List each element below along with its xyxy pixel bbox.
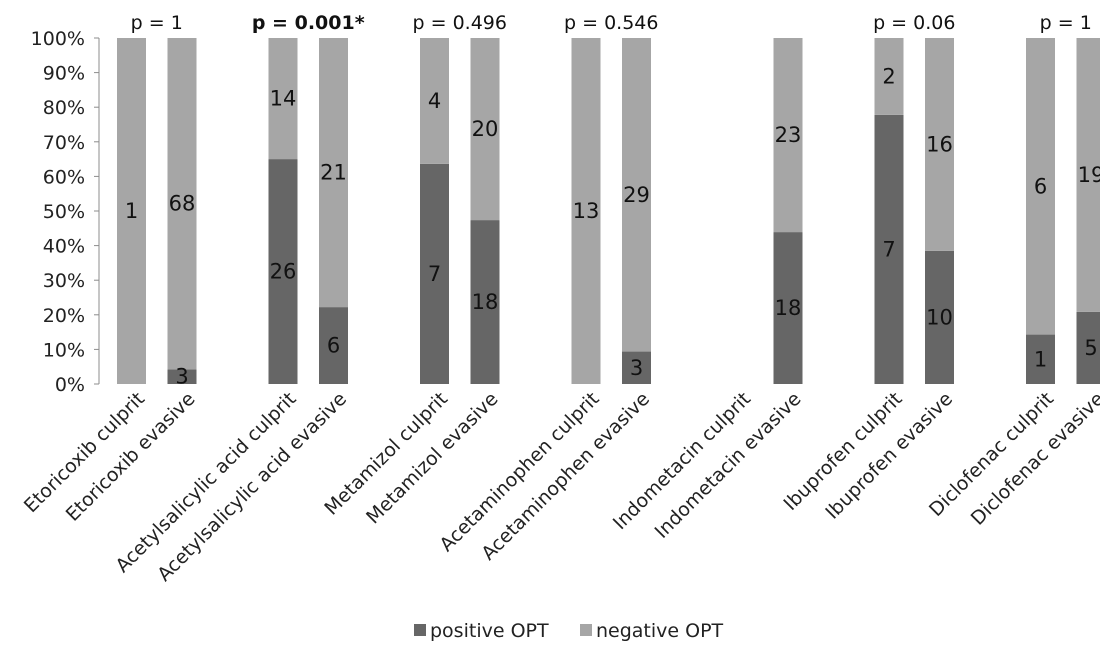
data-label-negative: 4	[428, 89, 441, 113]
y-tick-label: 30%	[43, 270, 85, 292]
bar-positive-opt	[925, 250, 954, 384]
data-label-positive: 5	[1084, 336, 1097, 360]
data-label-negative: 16	[926, 132, 953, 156]
data-label-positive: 10	[926, 305, 953, 329]
bar-positive-opt	[622, 351, 651, 384]
p-value-label: p = 0.06	[873, 12, 955, 34]
legend-label: positive OPT	[430, 620, 549, 642]
bar-negative-opt	[268, 38, 298, 160]
data-label-positive: 6	[327, 334, 340, 358]
data-label-positive: 1	[1034, 347, 1047, 371]
legend: positive OPT negative OPT	[414, 620, 724, 642]
bar-positive-opt	[773, 232, 803, 384]
data-label-negative: 19	[1078, 163, 1100, 187]
bar-positive-opt	[1076, 311, 1100, 384]
data-label-positive: 3	[630, 356, 643, 380]
p-value-label: p = 0.496	[413, 12, 507, 34]
bar-positive-opt	[420, 163, 449, 384]
data-label-negative: 14	[270, 87, 297, 111]
bar-positive-opt	[167, 369, 197, 384]
legend-swatch	[580, 624, 592, 636]
data-label-negative: 68	[169, 192, 196, 216]
x-category-label: Acetylsalicylic acid culprit	[111, 388, 300, 577]
legend-swatch	[414, 624, 426, 636]
data-label-negative: 21	[320, 161, 347, 185]
y-tick-label: 70%	[43, 132, 85, 154]
data-label-negative: 29	[623, 183, 650, 207]
bar-negative-opt	[925, 38, 954, 251]
bar-positive-opt	[470, 220, 500, 384]
data-label-negative: 23	[775, 123, 802, 147]
data-label-negative: 2	[882, 64, 895, 88]
bar-negative-opt	[420, 38, 449, 164]
data-label-negative: 6	[1034, 174, 1047, 198]
y-tick-label: 40%	[43, 236, 85, 258]
p-value-label: p = 0.001*	[252, 12, 365, 34]
bar-positive-opt	[874, 114, 904, 384]
bar-negative-opt	[622, 38, 651, 352]
y-tick-label: 90%	[43, 63, 85, 85]
y-tick-label: 20%	[43, 305, 85, 327]
data-label-negative: 13	[573, 199, 600, 223]
p-value-label: p = 1	[1040, 12, 1092, 34]
data-label-positive: 3	[175, 365, 188, 389]
bar-positive-opt	[268, 159, 298, 384]
data-label-negative: 1	[125, 199, 138, 223]
bar-negative-opt	[571, 38, 601, 384]
p-values-group: p = 1 p = 0.001* p = 0.496 p = 0.546 p = 0.0…	[131, 12, 1092, 34]
bar-negative-opt	[1076, 38, 1100, 312]
y-tick-label: 10%	[43, 339, 85, 361]
data-label-positive: 7	[428, 262, 441, 286]
bar-negative-opt	[1026, 38, 1055, 335]
data-label-negative: 20	[472, 117, 499, 141]
data-label-positive: 26	[270, 260, 297, 284]
bars-group	[117, 38, 1100, 384]
bar-negative-opt	[874, 38, 904, 115]
y-tick-label: 60%	[43, 166, 85, 188]
p-value-label: p = 1	[131, 12, 183, 34]
bar-positive-opt	[319, 307, 348, 384]
data-label-positive: 18	[472, 290, 499, 314]
y-tick-label: 80%	[43, 97, 85, 119]
bar-negative-opt	[773, 38, 803, 233]
bar-negative-opt	[470, 38, 500, 221]
bar-negative-opt	[319, 38, 348, 308]
y-tick-label: 0%	[55, 374, 85, 396]
bar-positive-opt	[1026, 334, 1055, 384]
y-tick-label: 100%	[31, 28, 85, 50]
data-label-positive: 18	[775, 296, 802, 320]
data-label-positive: 7	[882, 237, 895, 261]
bar-negative-opt	[167, 38, 197, 370]
y-axis: 0% 10% 20% 30% 40% 50% 60% 70% 80% 90% 100%	[31, 28, 100, 396]
p-value-label: p = 0.546	[564, 12, 658, 34]
bar-negative-opt	[117, 38, 146, 384]
y-tick-label: 50%	[43, 201, 85, 223]
legend-label: negative OPT	[596, 620, 724, 642]
